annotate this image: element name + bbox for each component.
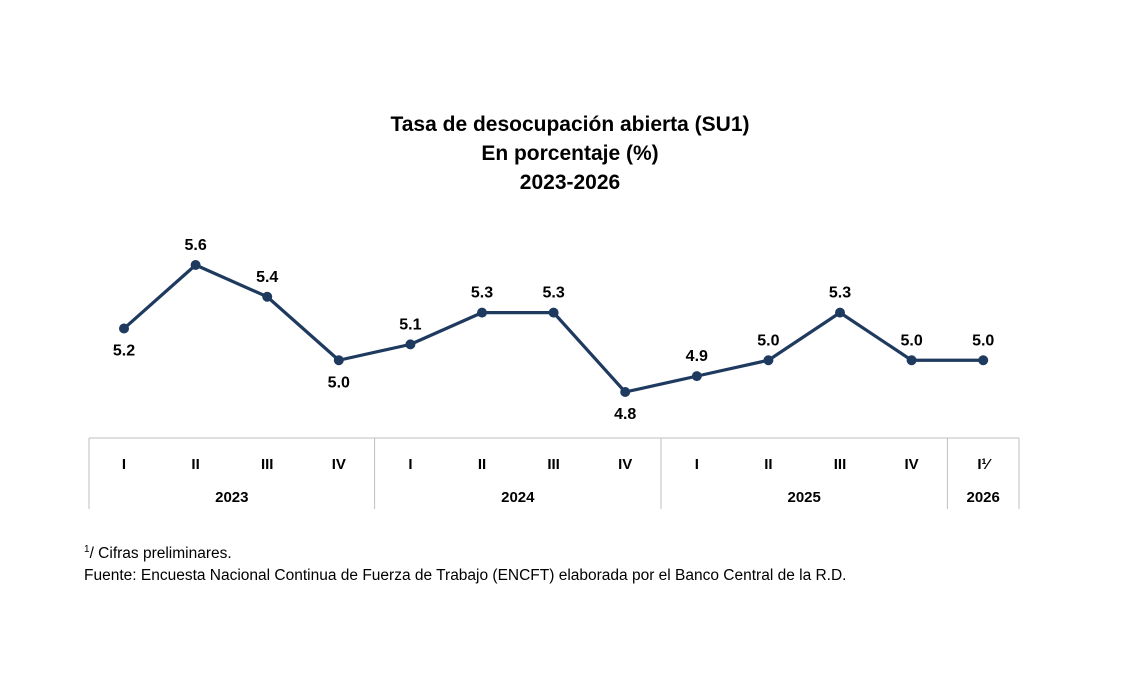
chart-period: 2023-2026 [519, 171, 621, 194]
footnote-preliminary: 1/ Cifras preliminares. [84, 539, 847, 565]
footnote-preliminary-text: / Cifras preliminares. [89, 545, 232, 562]
footnotes: 1/ Cifras preliminares. Fuente: Encuesta… [84, 539, 847, 587]
x-tick-label: I¹⁄ [977, 456, 992, 473]
chart-subtitle: En porcentaje (%) [481, 142, 659, 165]
x-tick-label: II [191, 456, 199, 473]
data-point [548, 307, 559, 318]
data-label: 5.0 [328, 374, 350, 391]
data-point [906, 355, 917, 366]
x-tick-label: IV [618, 456, 632, 473]
x-tick-label: III [834, 456, 847, 473]
group-label-2026: 2026 [967, 489, 1000, 506]
data-point [333, 355, 344, 366]
data-label: 5.0 [900, 332, 922, 349]
x-tick-label: III [261, 456, 274, 473]
footnote-source: Fuente: Encuesta Nacional Continua de Fu… [84, 567, 847, 584]
data-point [190, 260, 201, 270]
chart-title-block: Tasa de desocupación abierta (SU1) En po… [0, 110, 1140, 197]
x-tick-label: I [695, 456, 699, 473]
chart-title: Tasa de desocupación abierta (SU1) [390, 113, 750, 136]
data-point [405, 339, 416, 350]
x-tick-label: II [478, 456, 486, 473]
data-label: 5.0 [757, 332, 779, 349]
data-label: 5.0 [972, 332, 994, 349]
group-label-2023: 2023 [215, 489, 248, 506]
data-point [620, 387, 631, 397]
data-point [978, 355, 989, 366]
x-tick-label: I [408, 456, 412, 473]
data-point [477, 307, 487, 318]
data-point [691, 371, 702, 382]
data-label: 5.2 [113, 343, 135, 360]
data-point [119, 323, 129, 334]
data-label: 5.3 [542, 285, 564, 302]
x-tick-label: I [122, 456, 126, 473]
data-label: 4.9 [686, 348, 708, 365]
data-label: 5.4 [256, 269, 278, 286]
group-label-2025: 2025 [788, 489, 821, 506]
data-point [262, 291, 273, 302]
x-tick-label: III [547, 456, 560, 473]
data-point [763, 355, 774, 366]
data-point [835, 307, 845, 318]
data-label: 5.3 [829, 285, 851, 302]
data-label: 5.3 [471, 285, 493, 302]
x-tick-label: IV [332, 456, 346, 473]
x-tick-label: II [764, 456, 772, 473]
x-tick-label: IV [905, 456, 919, 473]
data-label: 4.8 [614, 406, 636, 423]
footnote-marker: 1 [84, 544, 90, 555]
group-label-2024: 2024 [501, 489, 535, 506]
data-label: 5.1 [399, 316, 421, 333]
data-label: 5.6 [184, 237, 206, 254]
